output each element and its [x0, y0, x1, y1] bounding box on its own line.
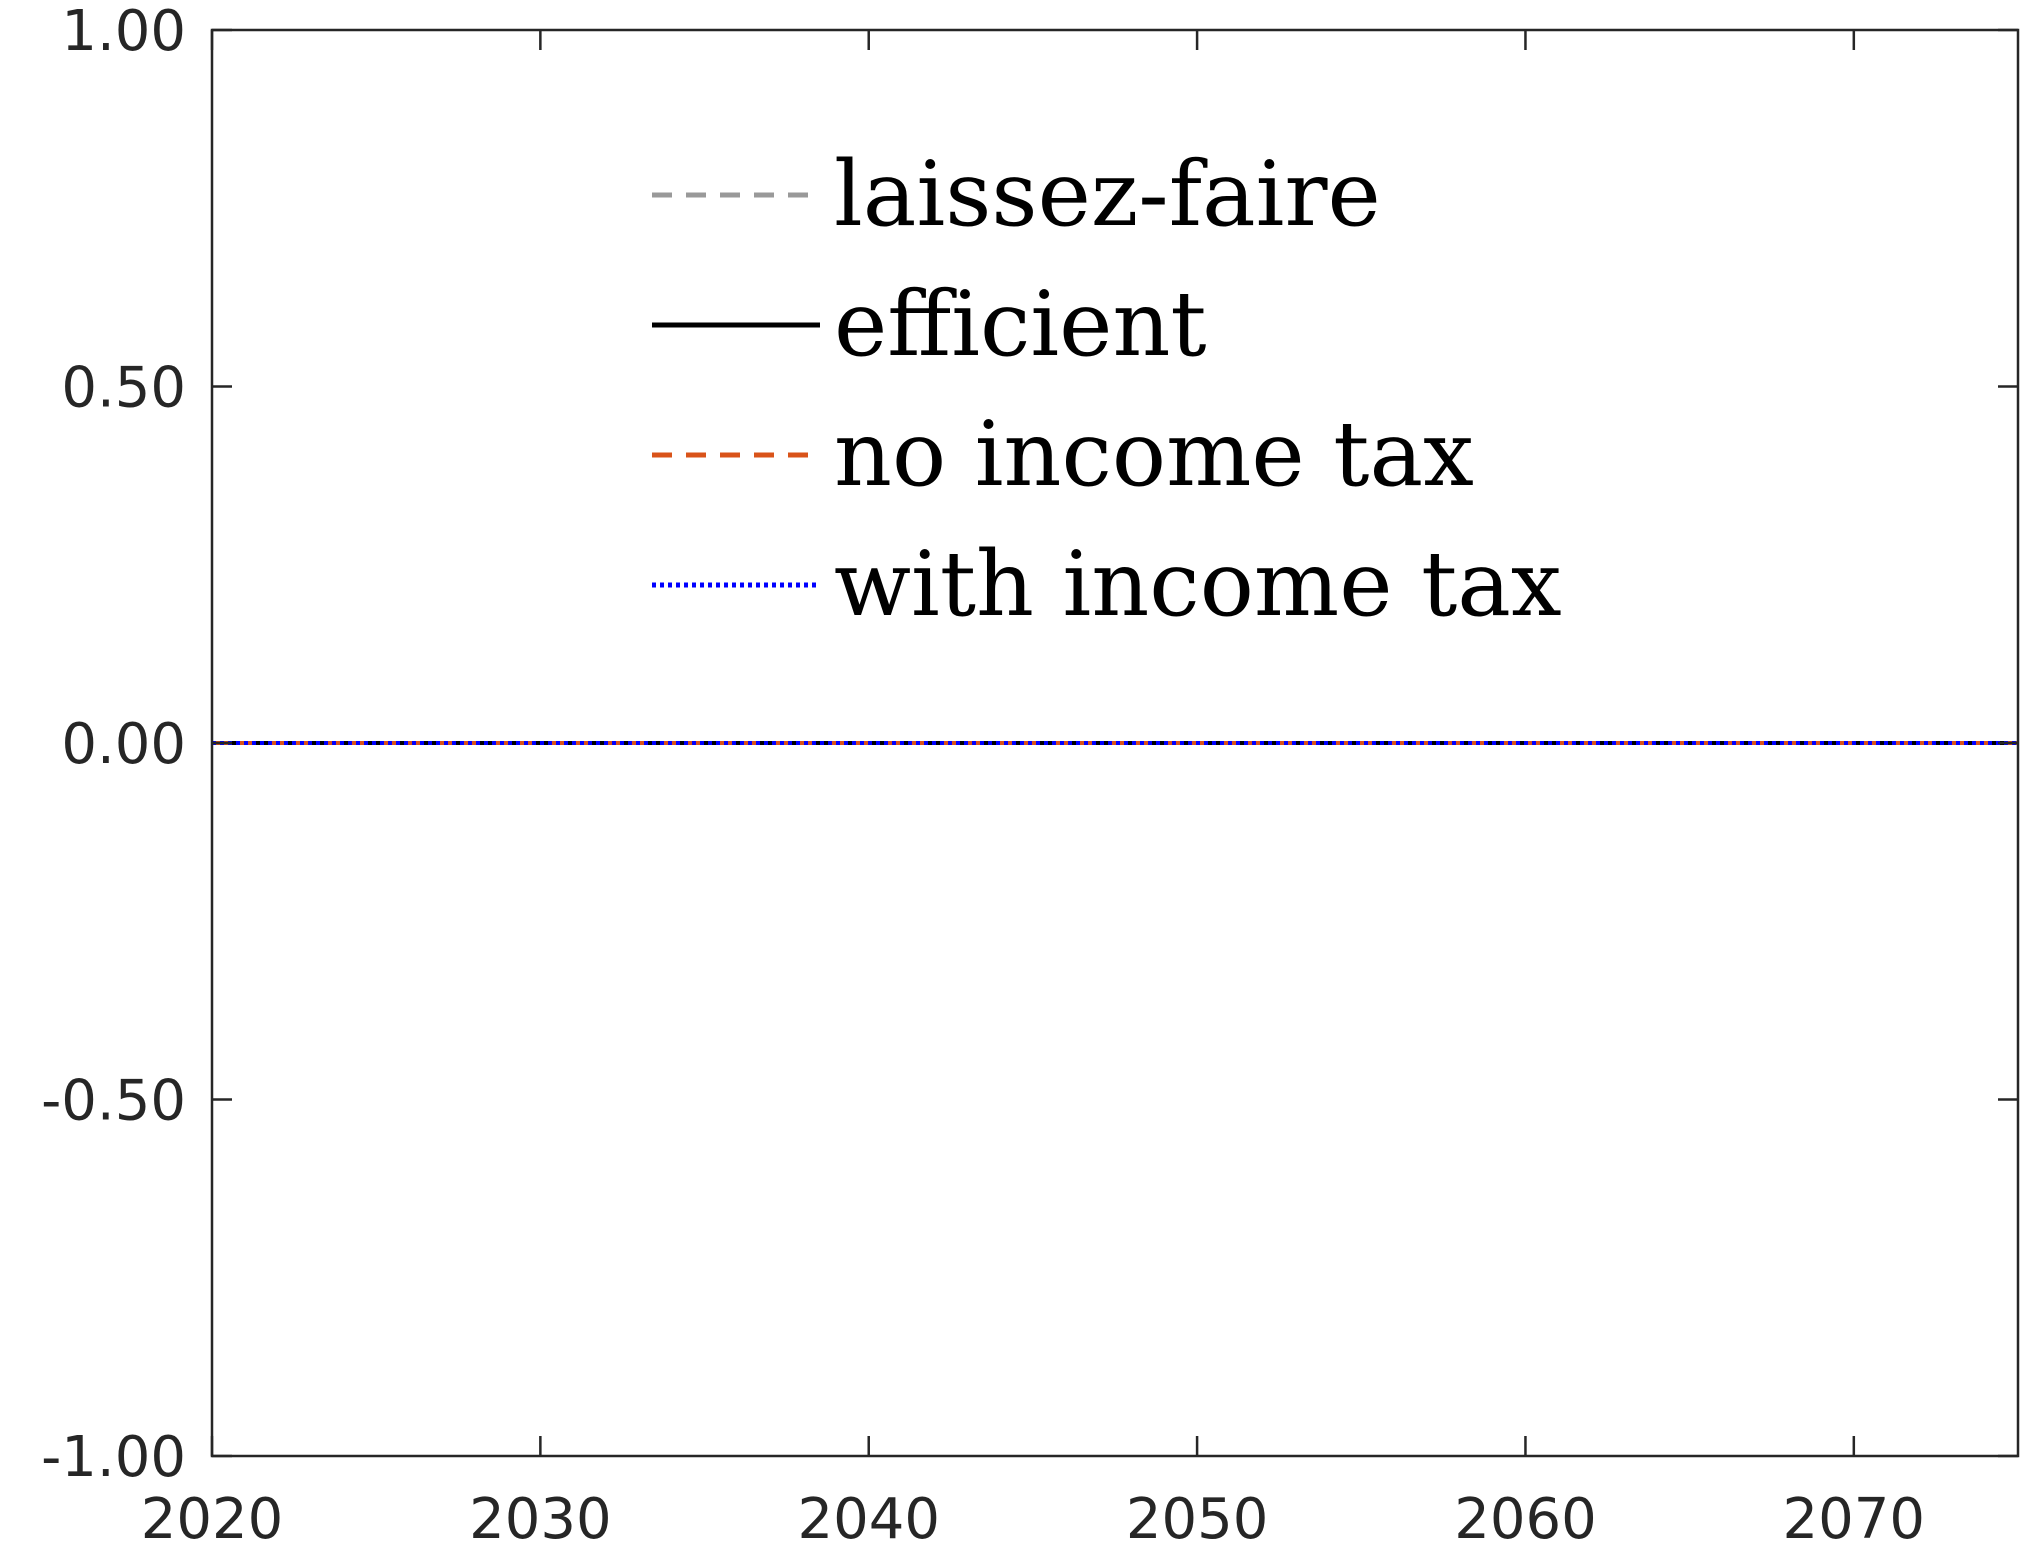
- y-tick-label: -1.00: [41, 1425, 186, 1490]
- x-tick-label: 2060: [1454, 1487, 1597, 1552]
- legend-label-with-income-tax: with income tax: [834, 532, 1562, 637]
- axes: 2020 2030 2040 2050 2060 2070 -1.00 -0.50 0.00 0.…: [41, 0, 2020, 1552]
- x-tick-label: 2040: [797, 1487, 940, 1552]
- x-tick-label: 2070: [1783, 1487, 1926, 1552]
- x-tick-label: 2050: [1126, 1487, 1269, 1552]
- y-tick-label: 1.00: [61, 0, 186, 64]
- legend-label-efficient: efficient: [834, 272, 1207, 377]
- legend-label-laissez-faire: laissez-faire: [834, 142, 1381, 247]
- legend: laissez-faire efficient no income tax with …: [652, 142, 1562, 637]
- x-tick-label: 2020: [141, 1487, 284, 1552]
- legend-label-no-income-tax: no income tax: [834, 402, 1474, 507]
- y-tick-label: 0.50: [61, 356, 186, 421]
- y-tick-label: -0.50: [41, 1069, 186, 1134]
- y-tick-label: 0.00: [61, 712, 186, 777]
- x-tick-label: 2030: [469, 1487, 612, 1552]
